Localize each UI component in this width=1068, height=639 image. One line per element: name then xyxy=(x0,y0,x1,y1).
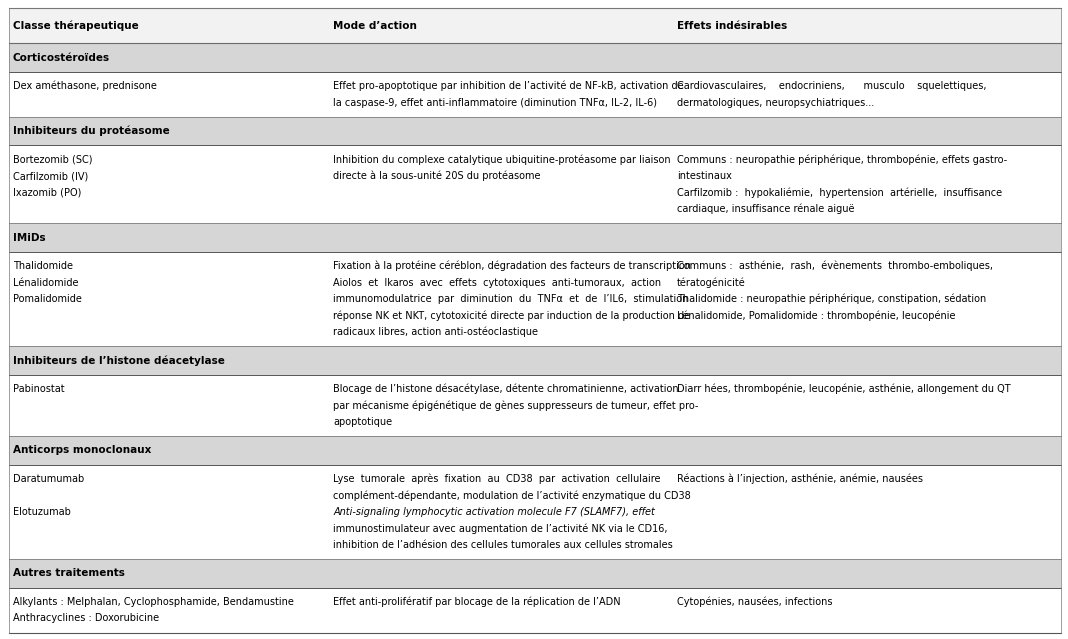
Text: Lyse  tumorale  après  fixation  au  CD38  par  activation  cellulaire: Lyse tumorale après fixation au CD38 par… xyxy=(333,473,661,484)
Text: Daratumumab: Daratumumab xyxy=(13,474,84,484)
Bar xyxy=(9,223,1061,252)
Bar xyxy=(9,559,1061,588)
Text: Thalidomide: Thalidomide xyxy=(13,261,73,271)
Text: radicaux libres, action anti-ostéoclastique: radicaux libres, action anti-ostéoclasti… xyxy=(333,327,538,337)
Text: Inhibiteurs de l’histone déacetylase: Inhibiteurs de l’histone déacetylase xyxy=(13,355,224,366)
Text: Anti-signaling lymphocytic activation molecule F7 (SLAMF7), effet: Anti-signaling lymphocytic activation mo… xyxy=(333,507,655,517)
Text: tératogénicité: tératogénicité xyxy=(677,277,745,288)
Text: Effet anti-prolifératif par blocage de la réplication de l’ADN: Effet anti-prolifératif par blocage de l… xyxy=(333,597,621,607)
Text: cardiaque, insuffisance rénale aiguë: cardiaque, insuffisance rénale aiguë xyxy=(677,204,854,214)
Text: IMiDs: IMiDs xyxy=(13,233,46,243)
Bar xyxy=(9,465,1061,559)
Text: Dex améthasone, prednisone: Dex améthasone, prednisone xyxy=(13,81,157,91)
Text: Alkylants : Melphalan, Cyclophosphamide, Bendamustine: Alkylants : Melphalan, Cyclophosphamide,… xyxy=(13,597,294,607)
Text: Inhibiteurs du protéasome: Inhibiteurs du protéasome xyxy=(13,126,170,136)
Text: Carfilzomib (IV): Carfilzomib (IV) xyxy=(13,171,88,181)
Text: Cytopénies, nausées, infections: Cytopénies, nausées, infections xyxy=(677,597,833,607)
Bar xyxy=(9,436,1061,465)
Text: apoptotique: apoptotique xyxy=(333,417,392,427)
Bar xyxy=(9,375,1061,436)
Text: la caspase-9, effet anti-inflammatoire (diminution TNFα, IL-2, IL-6): la caspase-9, effet anti-inflammatoire (… xyxy=(333,98,657,107)
Text: Mode d’action: Mode d’action xyxy=(333,20,418,31)
Text: Elotuzumab: Elotuzumab xyxy=(13,507,70,517)
Text: Diarr hées, thrombopénie, leucopénie, asthénie, allongement du QT: Diarr hées, thrombopénie, leucopénie, as… xyxy=(677,384,1010,394)
Bar xyxy=(9,43,1061,72)
Text: Autres traitements: Autres traitements xyxy=(13,569,125,578)
Text: immunostimulateur avec augmentation de l’activité NK via le CD16,: immunostimulateur avec augmentation de l… xyxy=(333,523,668,534)
Text: Classe thérapeutique: Classe thérapeutique xyxy=(13,20,139,31)
Text: Lénalidomide, Pomalidomide : thrombopénie, leucopénie: Lénalidomide, Pomalidomide : thrombopéni… xyxy=(677,311,956,321)
Text: Anthracyclines : Doxorubicine: Anthracyclines : Doxorubicine xyxy=(13,613,159,624)
Text: inhibition de l’adhésion des cellules tumorales aux cellules stromales: inhibition de l’adhésion des cellules tu… xyxy=(333,540,673,550)
Bar xyxy=(9,146,1061,223)
Text: Pabinostat: Pabinostat xyxy=(13,384,64,394)
Bar xyxy=(9,588,1061,633)
Text: Lénalidomide: Lénalidomide xyxy=(13,277,78,288)
Text: réponse NK et NKT, cytotoxicité directe par induction de la production de: réponse NK et NKT, cytotoxicité directe … xyxy=(333,311,690,321)
Text: Effets indésirables: Effets indésirables xyxy=(677,20,787,31)
Text: Thalidomide : neuropathie périphérique, constipation, sédation: Thalidomide : neuropathie périphérique, … xyxy=(677,294,987,304)
Text: Ixazomib (PO): Ixazomib (PO) xyxy=(13,188,81,197)
Text: Cardiovasculaires,    endocriniens,      musculo    squelettiques,: Cardiovasculaires, endocriniens, musculo… xyxy=(677,81,987,91)
Text: Corticostéroïdes: Corticostéroïdes xyxy=(13,52,110,63)
Text: Communs : neuropathie périphérique, thrombopénie, effets gastro-: Communs : neuropathie périphérique, thro… xyxy=(677,155,1007,165)
Text: Aiolos  et  Ikaros  avec  effets  cytotoxiques  anti-tumoraux,  action: Aiolos et Ikaros avec effets cytotoxique… xyxy=(333,277,661,288)
Text: par mécanisme épigénétique de gènes suppresseurs de tumeur, effet pro-: par mécanisme épigénétique de gènes supp… xyxy=(333,400,698,411)
Text: Communs :  asthénie,  rash,  évènements  thrombo-emboliques,: Communs : asthénie, rash, évènements thr… xyxy=(677,261,993,272)
Bar xyxy=(9,72,1061,117)
Bar xyxy=(9,346,1061,375)
Bar xyxy=(9,117,1061,146)
Text: Pomalidomide: Pomalidomide xyxy=(13,294,81,304)
Bar xyxy=(9,8,1061,43)
Text: dermatologiques, neuropsychiatriques...: dermatologiques, neuropsychiatriques... xyxy=(677,98,875,107)
Text: immunomodulatrice  par  diminution  du  TNFα  et  de  l’IL6,  stimulation: immunomodulatrice par diminution du TNFα… xyxy=(333,294,689,304)
Text: Fixation à la protéine céréblon, dégradation des facteurs de transcription: Fixation à la protéine céréblon, dégrada… xyxy=(333,261,691,272)
Text: directe à la sous-unité 20S du protéasome: directe à la sous-unité 20S du protéasom… xyxy=(333,171,540,181)
Bar xyxy=(9,252,1061,346)
Text: intestinaux: intestinaux xyxy=(677,171,732,181)
Text: Carfilzomib :  hypokaliémie,  hypertension  artérielle,  insuffisance: Carfilzomib : hypokaliémie, hypertension… xyxy=(677,187,1002,198)
Text: Effet pro-apoptotique par inhibition de l’activité de NF-kB, activation de: Effet pro-apoptotique par inhibition de … xyxy=(333,81,684,91)
Text: Réactions à l’injection, asthénie, anémie, nausées: Réactions à l’injection, asthénie, anémi… xyxy=(677,473,923,484)
Text: Bortezomib (SC): Bortezomib (SC) xyxy=(13,155,92,165)
Text: complément-dépendante, modulation de l’activité enzymatique du CD38: complément-dépendante, modulation de l’a… xyxy=(333,490,691,501)
Text: Blocage de l’histone désacétylase, détente chromatinienne, activation: Blocage de l’histone désacétylase, déten… xyxy=(333,384,679,394)
Text: Inhibition du complexe catalytique ubiquitine-protéasome par liaison: Inhibition du complexe catalytique ubiqu… xyxy=(333,155,671,165)
Text: Anticorps monoclonaux: Anticorps monoclonaux xyxy=(13,445,152,456)
